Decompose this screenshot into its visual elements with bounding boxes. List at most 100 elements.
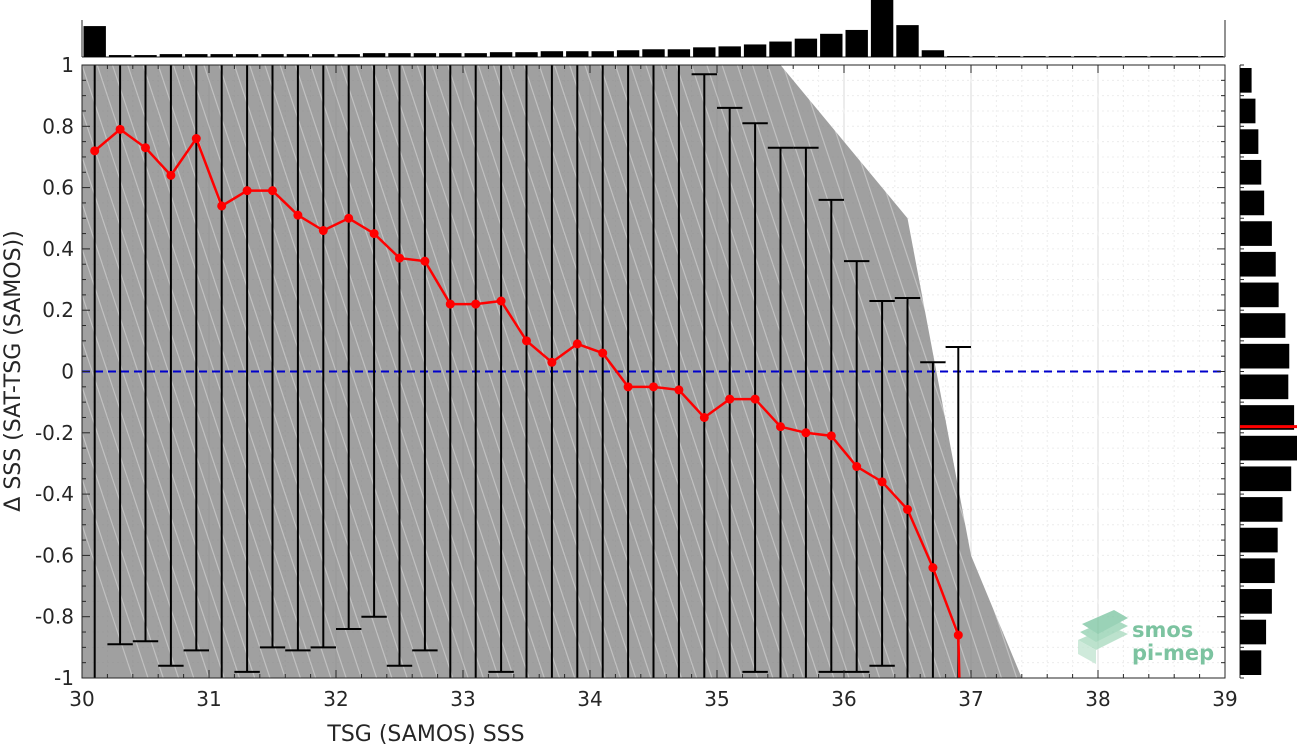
median-point [344,213,354,223]
x-tick-label: 39 [1212,687,1237,711]
y-tick-label: -0.6 [35,543,74,567]
right-hist-bar [1240,221,1272,246]
median-point [496,296,506,306]
median-point [725,394,735,404]
median-point [90,146,100,156]
right-hist-bar [1240,190,1265,216]
scatter-streak [82,292,210,678]
error-bars [93,65,971,678]
scatter-streak [82,522,134,678]
scatter-streak [447,65,652,678]
top-hist-bar [337,54,360,57]
median-series [90,124,963,678]
y-tick-label: 1 [61,53,74,77]
median-point [903,504,912,514]
median-point [445,299,455,309]
top-hist-bar [997,56,1021,57]
median-point [776,422,785,432]
scatter-streak [82,109,271,678]
scatter-streak [1255,65,1299,678]
top-hist-bar [312,54,335,57]
right-hist-bar [1240,558,1275,584]
right-hist-bar [1240,251,1276,277]
scatter-streak [1286,65,1299,678]
right-hist-bar [1240,650,1262,675]
top-hist-bar [591,51,614,57]
top-hist-bar [845,29,868,57]
x-axis-label: TSG (SAMOS) SSS [326,722,524,745]
median-point [318,226,328,236]
scatter-streak [157,65,362,678]
top-hist-bar [718,46,741,57]
logo-mark-icon [1078,610,1128,664]
right-hist-bar [1240,159,1262,185]
median-point [928,563,938,573]
scatter-streak [96,65,302,678]
scatter-streak [1056,65,1225,573]
top-hist-bar [1150,56,1173,57]
axes [81,64,1226,679]
right-hist-bar [1240,68,1252,93]
median-point [268,186,277,196]
scatter-streak [889,65,1094,678]
scatter-streak [1271,65,1299,678]
y-tick-label: 0.2 [42,298,74,322]
median-point [649,382,658,392]
x-tick-label: 31 [196,687,221,711]
median-point [420,256,430,266]
top-hist-bar [743,44,767,57]
top-hist-bar [159,54,183,57]
median-point [471,299,481,309]
scatter-streak [873,65,1079,678]
median-point [623,382,633,392]
scatter-streak [980,65,1185,678]
top-hist-bar [464,53,487,57]
scatter-streak [614,65,820,678]
x-tick-labels: 30 31 32 33 34 35 36 37 38 39 [69,687,1237,711]
x-tick-label: 35 [704,687,729,711]
right-hist-bar [1240,497,1283,522]
top-hist-bar [1124,56,1148,57]
logo-line1: smos [1132,618,1193,642]
top-hist-bar [616,50,640,57]
top-hist-bar [667,49,691,57]
top-hist-bar [286,54,310,57]
median-point [141,143,150,153]
median-point [166,170,176,180]
y-axis-label: Δ SSS (SAT-TSG (SAMOS)) [1,230,26,511]
top-hist-bar [921,50,945,57]
median-line [93,127,961,678]
scatter-streak [1132,65,1225,343]
y-tick-label: 0.8 [42,114,74,138]
top-hist-bar [566,51,589,57]
median-point [191,134,201,144]
top-hist-bar [489,52,513,57]
median-point [953,630,963,640]
median-point [217,201,227,211]
median-point [750,394,760,404]
right-hist-bar [1240,129,1259,154]
top-hist-bar [108,55,132,57]
x-tick-label: 36 [831,687,856,711]
scatter-streak [523,65,728,678]
scatter-streak [965,65,1170,678]
top-hist-bar [134,55,157,57]
scatter-streak [249,65,454,678]
top-hist-bar [972,56,995,57]
top-hist-bar [515,52,538,57]
median-point [522,336,531,346]
median-point [293,210,303,220]
x-tick-label: 30 [69,687,94,711]
median-point [115,124,125,134]
top-hist-bar [769,41,792,57]
scatter-streak [82,65,286,678]
top-hist-bar [540,51,564,57]
top-hist-bar [896,25,919,57]
right-hist-bar [1240,313,1286,338]
median-point [826,431,836,441]
top-hist-bar [947,56,970,57]
right-hist-bar [1240,98,1256,124]
right-hist-bar [1240,527,1278,553]
top-hist-bar [439,53,462,57]
